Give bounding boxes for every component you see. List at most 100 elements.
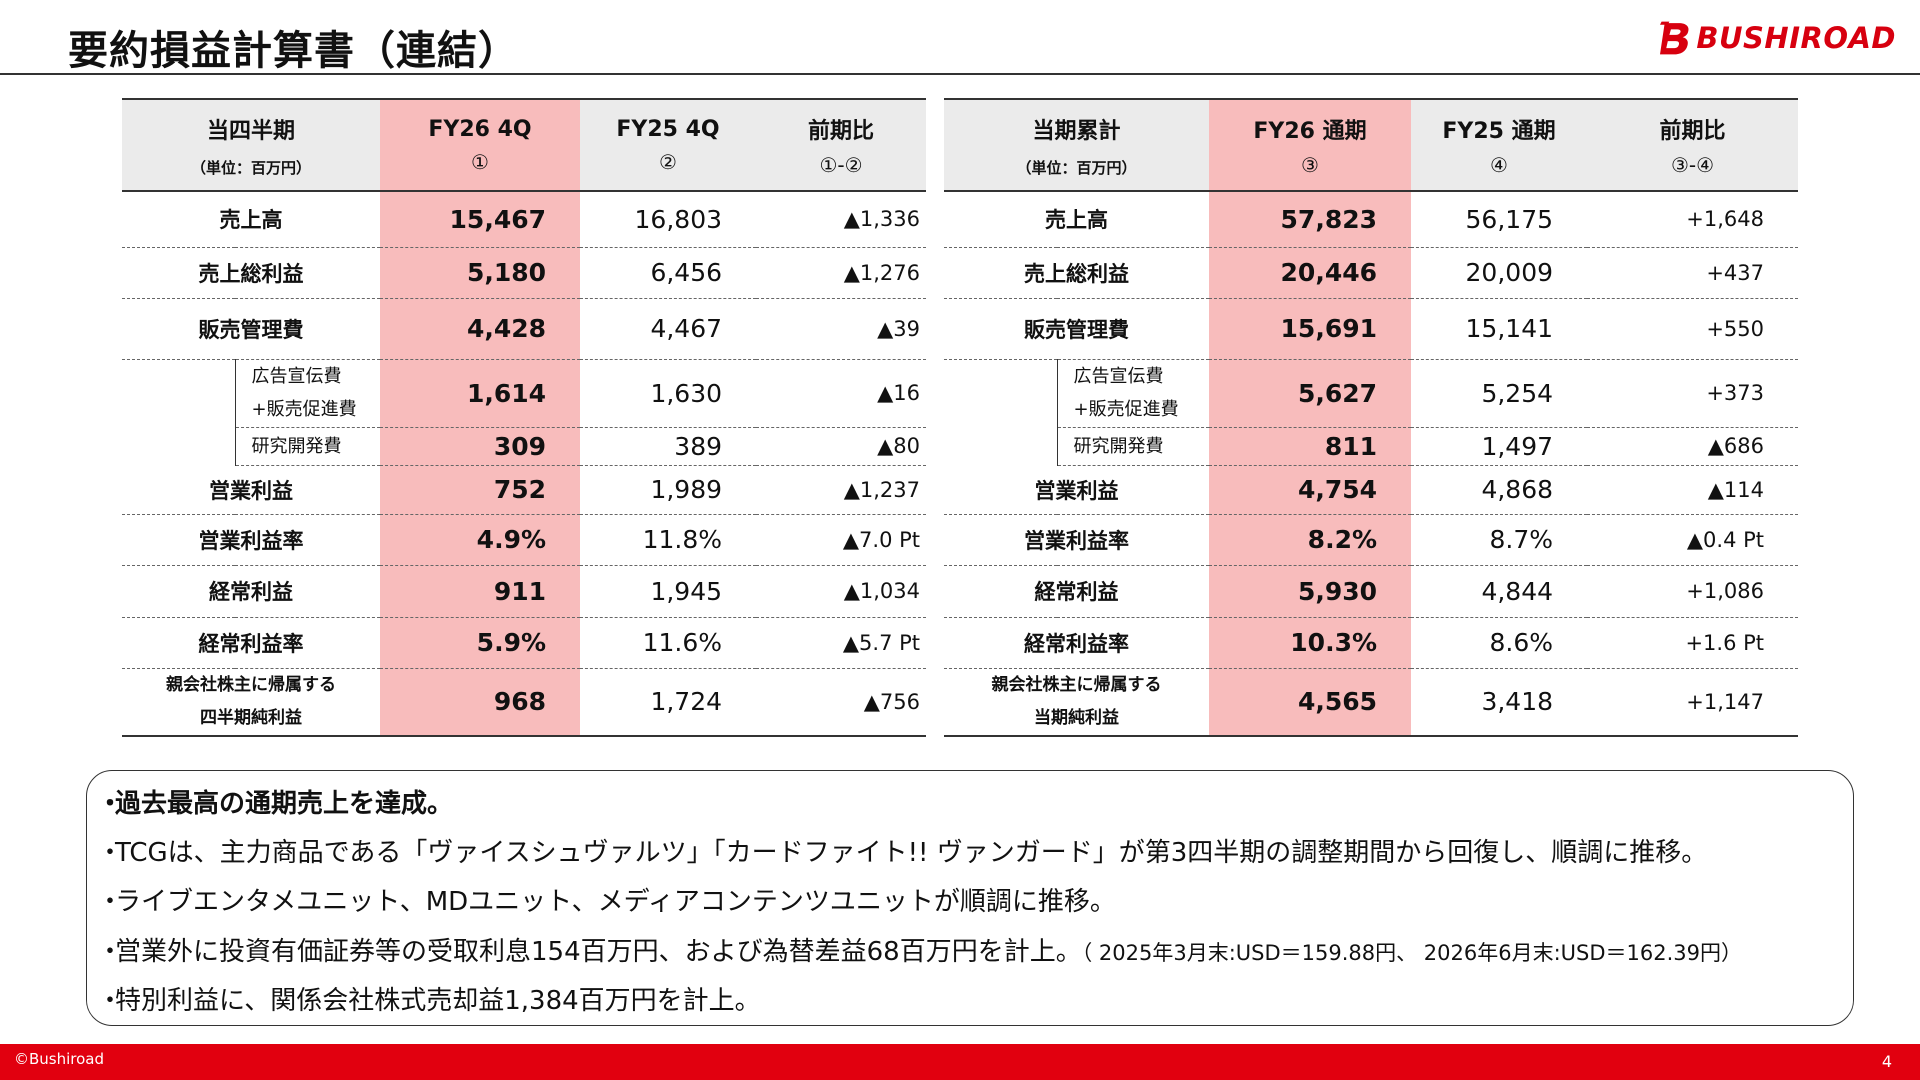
table-row: 売上総利益 20,446 20,009 +437 [944, 247, 1799, 299]
header-prev: FY25 通期 [1442, 119, 1556, 144]
value-diff: ▲5.7 Pt [756, 617, 927, 669]
header-diff-mark: ③-④ [1670, 153, 1715, 177]
value-diff: +1.6 Pt [1587, 617, 1799, 669]
value-prev: 56,175 [1411, 191, 1588, 248]
value-prev: 5,254 [1411, 359, 1588, 428]
row-label: 経常利益率 [944, 617, 1210, 669]
bullet: ・ [97, 789, 124, 819]
bullet: ・ [97, 937, 124, 967]
value-current: 5,930 [1209, 565, 1412, 618]
value-current: 10.3% [1209, 617, 1412, 669]
copyright: ©Bushiroad [14, 1050, 105, 1068]
header-diff-mark: ①-② [819, 153, 863, 177]
value-prev: 8.7% [1411, 514, 1588, 566]
table-row: 親会社株主に帰属する 四半期純利益 968 1,724 ▲756 [122, 668, 927, 737]
header-prev: FY25 4Q [616, 116, 720, 142]
value-current: 57,823 [1209, 191, 1412, 248]
logo-text: BUSHIROAD [1696, 21, 1896, 55]
row-label: 研究開発費 [234, 427, 381, 466]
row-label-line1: 広告宣伝費 [251, 366, 342, 387]
value-prev: 4,868 [1411, 465, 1588, 515]
bullet: ・ [97, 887, 124, 917]
header-prev-mark: ④ [1490, 153, 1508, 177]
value-prev: 6,456 [580, 247, 757, 299]
value-diff: +1,147 [1587, 668, 1799, 737]
page-title: 要約損益計算書（連結） [68, 28, 519, 74]
value-current: 1,614 [380, 359, 581, 428]
row-label: 売上総利益 [944, 247, 1210, 299]
value-current: 752 [380, 465, 581, 515]
value-prev: 3,418 [1411, 668, 1588, 737]
header-prev-cell: FY25 通期 ④ [1411, 98, 1588, 192]
indent-spacer [122, 359, 235, 465]
value-current: 309 [380, 427, 581, 466]
header-unit: （単位：百万円） [1016, 158, 1137, 177]
value-prev: 1,630 [580, 359, 757, 428]
table-header-row: 当四半期 （単位：百万円） FY26 4Q ① FY25 4Q ② 前期比 ①-… [122, 98, 927, 192]
table-row: 広告宣伝費 +販売促進費 1,614 1,630 ▲16 [122, 359, 927, 428]
row-label: 経常利益率 [122, 617, 381, 669]
value-diff: ▲7.0 Pt [756, 514, 927, 566]
value-current: 5,180 [380, 247, 581, 299]
summary-notes-box: ・過去最高の通期売上を達成。 ・TCGは、主力商品である「ヴァイスシュヴァルツ」… [86, 770, 1854, 1026]
row-label-line1: 親会社株主に帰属する [991, 674, 1162, 695]
value-current: 4,565 [1209, 668, 1412, 737]
table-row: 営業利益率 8.2% 8.7% ▲0.4 Pt [944, 514, 1799, 566]
table-row: 営業利益率 4.9% 11.8% ▲7.0 Pt [122, 514, 927, 566]
table-row: 販売管理費 4,428 4,467 ▲39 [122, 298, 927, 360]
value-diff: ▲1,034 [756, 565, 927, 618]
row-label-line2: +販売促進費 [1073, 399, 1179, 420]
value-prev: 16,803 [580, 191, 757, 248]
value-current: 5.9% [380, 617, 581, 669]
value-current: 8.2% [1209, 514, 1412, 566]
header-prev-mark: ② [659, 149, 677, 174]
row-label-line1: 親会社株主に帰属する [166, 674, 336, 695]
table-row: 経常利益 911 1,945 ▲1,034 [122, 565, 927, 618]
footer-bar: ©Bushiroad 4 [0, 1044, 1920, 1080]
page-number: 4 [1881, 1052, 1892, 1071]
note-item: ・過去最高の通期売上を達成。 [97, 783, 453, 820]
quarter-table: 当四半期 （単位：百万円） FY26 4Q ① FY25 4Q ② 前期比 ①-… [122, 98, 927, 737]
note-text: ライブエンタメユニット、MDユニット、メディアコンテンツユニットが順調に推移。 [115, 887, 1116, 917]
note-item: ・TCGは、主力商品である「ヴァイスシュヴァルツ」「カードファイト!! ヴァンガ… [97, 832, 1707, 869]
value-diff: ▲1,336 [756, 191, 927, 248]
value-current: 5,627 [1209, 359, 1412, 428]
value-prev: 11.8% [580, 514, 757, 566]
value-current: 911 [380, 565, 581, 618]
header-current: FY26 通期 [1253, 119, 1367, 144]
table-row: 営業利益 4,754 4,868 ▲114 [944, 465, 1799, 515]
row-label-line2: 当期純利益 [1034, 707, 1119, 728]
table-row: 販売管理費 15,691 15,141 +550 [944, 298, 1799, 360]
header-current-mark: ③ [1301, 153, 1319, 177]
value-prev: 11.6% [580, 617, 757, 669]
row-label: 営業利益 [944, 465, 1210, 515]
row-label: 売上総利益 [122, 247, 381, 299]
note-text: 過去最高の通期売上を達成。 [115, 789, 454, 819]
header-diff-cell: 前期比 ①-② [756, 98, 927, 192]
value-current: 4,754 [1209, 465, 1412, 515]
header-prev-cell: FY25 4Q ② [580, 98, 757, 192]
value-diff: ▲114 [1587, 465, 1799, 515]
row-label: 売上高 [944, 191, 1210, 248]
value-diff: ▲1,237 [756, 465, 927, 515]
value-current: 811 [1209, 427, 1412, 466]
value-prev: 1,989 [580, 465, 757, 515]
row-label: 広告宣伝費 +販売促進費 [1056, 359, 1210, 428]
fullyear-table: 当期累計 （単位：百万円） FY26 通期 ③ FY25 通期 ④ 前期比 ③-… [944, 98, 1799, 737]
value-diff: +1,648 [1587, 191, 1799, 248]
value-diff: ▲16 [756, 359, 927, 428]
value-diff: +437 [1587, 247, 1799, 299]
bushiroad-logo: BUSHIROAD [1660, 12, 1896, 64]
table-row: 売上総利益 5,180 6,456 ▲1,276 [122, 247, 927, 299]
value-diff: ▲1,276 [756, 247, 927, 299]
header-current-cell: FY26 4Q ① [380, 98, 581, 192]
value-current: 20,446 [1209, 247, 1412, 299]
value-current: 15,691 [1209, 298, 1412, 360]
title-divider [0, 73, 1920, 75]
header-label: 当四半期 [207, 118, 296, 144]
header-current: FY26 4Q [428, 116, 532, 142]
header-diff-cell: 前期比 ③-④ [1587, 98, 1799, 192]
row-label: 親会社株主に帰属する 四半期純利益 [122, 668, 381, 737]
bullet: ・ [97, 838, 124, 868]
row-label-line2: 四半期純利益 [200, 707, 302, 728]
